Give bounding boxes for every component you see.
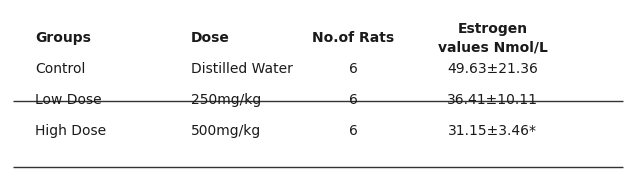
Text: No.of Rats: No.of Rats <box>312 31 394 45</box>
Text: 6: 6 <box>349 93 357 107</box>
Text: 49.63±21.36: 49.63±21.36 <box>448 62 538 76</box>
Text: Dose: Dose <box>191 31 230 45</box>
Text: 500mg/kg: 500mg/kg <box>191 124 261 138</box>
Text: High Dose: High Dose <box>35 124 106 138</box>
Text: Low Dose: Low Dose <box>35 93 102 107</box>
Text: 31.15±3.46*: 31.15±3.46* <box>448 124 537 138</box>
Text: Control: Control <box>35 62 85 76</box>
Text: Estrogen
values Nmol/L: Estrogen values Nmol/L <box>438 22 548 54</box>
Text: Groups: Groups <box>35 31 91 45</box>
Text: 250mg/kg: 250mg/kg <box>191 93 261 107</box>
Text: 36.41±10.11: 36.41±10.11 <box>447 93 539 107</box>
Text: 6: 6 <box>349 62 357 76</box>
Text: Distilled Water: Distilled Water <box>191 62 293 76</box>
Text: 6: 6 <box>349 124 357 138</box>
